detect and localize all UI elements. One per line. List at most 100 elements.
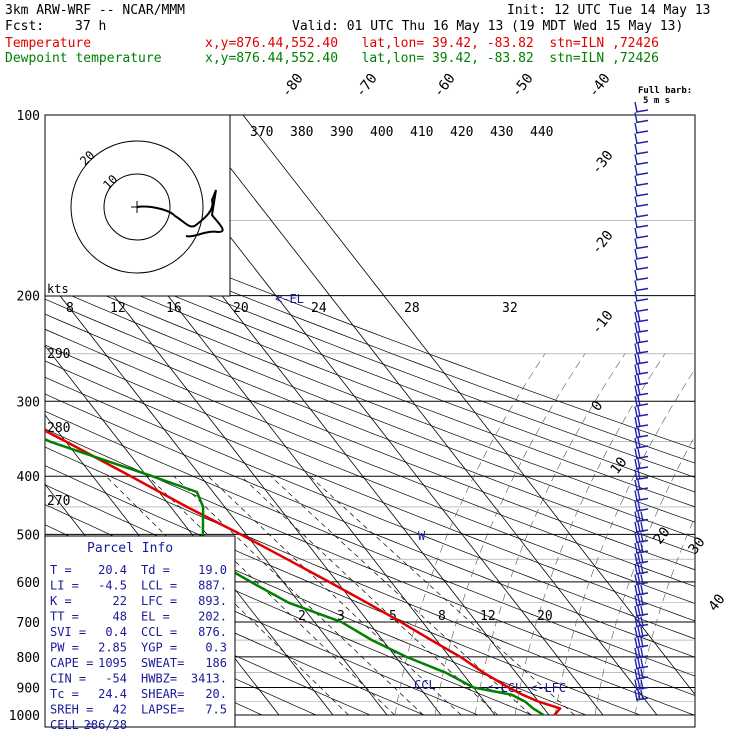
mixing-ratio-label: 3	[337, 609, 345, 624]
wind-barb	[635, 266, 649, 271]
hodograph-ring	[103, 173, 171, 241]
isotherm-label: 10	[608, 454, 631, 477]
parcel-row-value: 186	[205, 656, 227, 670]
wind-barb	[635, 655, 649, 659]
wind-barb-flag	[634, 416, 638, 428]
pressure-label: 100	[17, 109, 40, 124]
wind-barb	[635, 182, 649, 187]
wind-barb-flag	[634, 553, 638, 564]
wind-barb-flag	[637, 490, 641, 501]
valid-time: Valid: 01 UTC Thu 16 May 13 (19 MDT Wed …	[292, 19, 684, 34]
theta-label: 430	[490, 125, 513, 140]
wind-barb-flag	[640, 647, 644, 659]
parcel-info-panel: Parcel Info T = 20.4 Td = 19.0 LI = -4.5 LCL = 8…	[44, 535, 236, 732]
wind-barb	[635, 413, 649, 418]
wind-barb-flag	[637, 626, 641, 638]
wind-barb-flag	[634, 143, 638, 155]
forecast-hours: 37 h	[75, 19, 107, 34]
isotherm-label: 20	[651, 524, 674, 547]
wind-barb	[635, 172, 649, 176]
init-time: Init: 12 UTC Tue 14 May 13	[507, 3, 711, 18]
hodograph-speed-tick: 8	[66, 301, 74, 316]
wind-barb-flag	[640, 668, 644, 680]
parcel-row-value: 22	[113, 594, 127, 608]
wind-barb	[635, 644, 649, 649]
parcel-row-value: 286/28	[84, 718, 127, 732]
wind-barb-flag	[634, 164, 638, 176]
wind-barb	[635, 308, 649, 313]
parcel-row-label: Td =	[141, 563, 170, 577]
wind-barb-flag	[634, 542, 638, 554]
wind-barb-flag	[637, 689, 641, 701]
wind-barb-flag	[634, 101, 638, 113]
pressure-label: 900	[17, 682, 40, 697]
sounding-point	[532, 707, 534, 710]
wind-barb	[635, 476, 649, 481]
wind-barb-flag	[640, 689, 644, 701]
wind-barb-flag	[634, 133, 638, 144]
hodograph-speed-tick: 24	[311, 301, 327, 316]
pressure-label: 400	[17, 470, 40, 485]
temperature-legend-label: Temperature	[5, 36, 92, 51]
pressure-label: 600	[17, 576, 40, 591]
wind-barb-flag	[637, 364, 641, 375]
wind-barb-flag	[634, 458, 638, 470]
sounding-point	[559, 707, 561, 710]
theta-label: 370	[250, 125, 273, 140]
sounding-point	[202, 533, 204, 536]
sounding-point	[521, 693, 524, 696]
wind-barb-flag	[637, 437, 641, 449]
moist-adiabat-line	[394, 353, 546, 716]
wind-barb	[635, 382, 649, 386]
pressure-label: 500	[17, 528, 40, 543]
wind-barb-flag	[637, 616, 641, 627]
wind-barb-flag	[640, 616, 644, 627]
wind-barb-flag	[637, 416, 641, 428]
mixing-ratio-line	[207, 475, 462, 716]
parcel-row-value: 48	[113, 610, 127, 624]
dry-adiabat-line	[45, 376, 695, 640]
moist-adiabat-line	[514, 353, 666, 716]
parcel-row-value: 2.85	[98, 641, 127, 655]
parcel-row-value: 3413.	[191, 672, 227, 686]
mixing-ratio-line	[147, 475, 395, 716]
el-marker: <-EL	[275, 292, 304, 306]
wind-barb	[635, 686, 649, 691]
sounding-point	[400, 621, 402, 623]
mixing-ratio-label: 2	[298, 609, 306, 624]
hodograph-speed-tick: 20	[233, 301, 249, 316]
parcel-info-box	[44, 535, 236, 728]
wind-barb	[635, 497, 649, 502]
parcel-row-label: TT =	[50, 610, 79, 624]
theta-label: 420	[450, 125, 473, 140]
theta-label: 410	[410, 125, 433, 140]
wind-barb-flag	[640, 574, 644, 585]
wind-barb-flag	[637, 532, 641, 543]
wind-barb	[635, 518, 649, 523]
wind-barb-flag	[640, 679, 644, 690]
moist-adiabat-line	[434, 353, 586, 716]
moist-adiabat-line	[634, 516, 695, 716]
wind-barb-flag	[634, 185, 638, 197]
wind-barb-flag	[634, 154, 638, 165]
wind-barb-flag	[637, 647, 641, 659]
sounding-point	[553, 714, 556, 716]
wind-barb-flag	[637, 374, 641, 386]
theta-label-left: 290	[47, 347, 70, 362]
wind-barb-flag	[634, 301, 638, 312]
wind-barb-flag	[634, 175, 638, 186]
wind-barb-flag	[637, 595, 641, 606]
isotherm-label: -10	[589, 308, 617, 338]
wind-barb-flag	[640, 626, 644, 638]
sounding-point	[510, 693, 513, 696]
sounding-point	[430, 639, 432, 641]
parcel-row-value: 0.4	[105, 625, 127, 639]
wind-barb-flag	[634, 406, 638, 417]
wind-barb-flag	[637, 385, 641, 396]
sounding-point	[537, 700, 540, 703]
wind-barb	[635, 214, 649, 218]
wind-barb-flag	[640, 553, 644, 564]
sounding-point	[48, 440, 51, 443]
parcel-row-value: 876.	[198, 625, 227, 639]
